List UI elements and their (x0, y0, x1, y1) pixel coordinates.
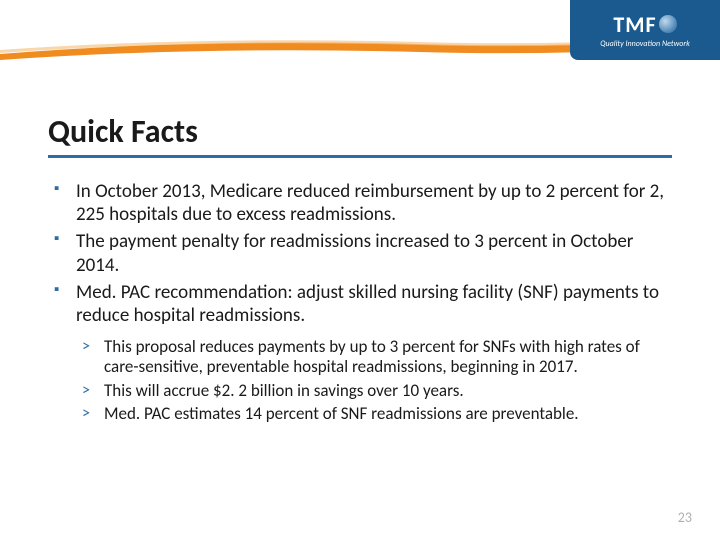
slide-title: Quick Facts (48, 112, 672, 158)
list-item: This will accrue $2. 2 billion in saving… (82, 381, 672, 401)
list-item: The payment penalty for readmissions inc… (54, 230, 672, 276)
page-number: 23 (678, 509, 692, 526)
bullet-list: In October 2013, Medicare reduced reimbu… (48, 180, 672, 327)
logo-main-text: TMF (613, 11, 656, 38)
sub-bullet-list: This proposal reduces payments by up to … (48, 337, 672, 425)
logo-text: TMF (613, 11, 676, 38)
logo-subtitle: Quality Innovation Network (600, 39, 690, 49)
logo-globe-icon (659, 15, 677, 33)
slide-content: Quick Facts In October 2013, Medicare re… (0, 72, 720, 425)
logo: TMF Quality Innovation Network (570, 0, 720, 60)
list-item: Med. PAC recommendation: adjust skilled … (54, 281, 672, 327)
list-item: In October 2013, Medicare reduced reimbu… (54, 180, 672, 226)
list-item: This proposal reduces payments by up to … (82, 337, 672, 378)
slide-header: TMF Quality Innovation Network (0, 0, 720, 72)
list-item: Med. PAC estimates 14 percent of SNF rea… (82, 404, 672, 424)
